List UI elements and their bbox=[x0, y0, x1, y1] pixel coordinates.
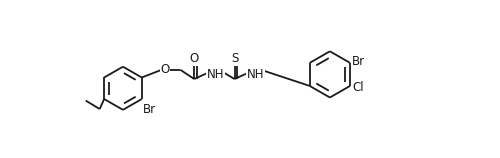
Text: S: S bbox=[231, 52, 238, 66]
Text: O: O bbox=[160, 63, 170, 76]
Text: O: O bbox=[190, 52, 199, 66]
Text: NH: NH bbox=[246, 68, 264, 81]
Text: Br: Br bbox=[144, 103, 156, 116]
Text: NH: NH bbox=[206, 68, 224, 81]
Text: Cl: Cl bbox=[352, 81, 364, 94]
Text: Br: Br bbox=[352, 55, 366, 68]
